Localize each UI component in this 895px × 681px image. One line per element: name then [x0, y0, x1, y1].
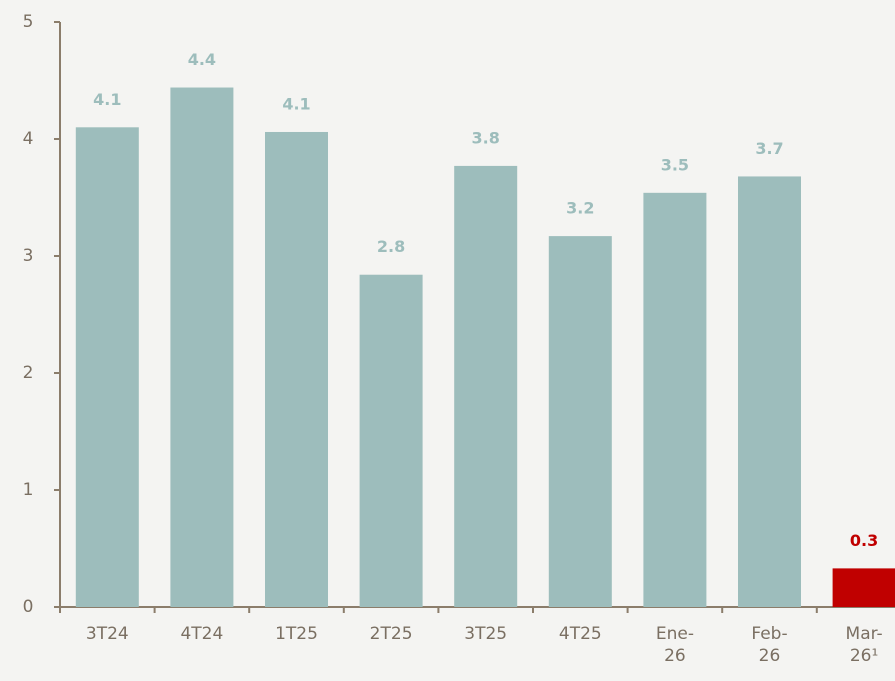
value-label: 4.4: [188, 50, 216, 69]
bar: [454, 165, 518, 607]
value-label: 4.1: [282, 94, 310, 113]
bar: [738, 176, 801, 607]
bar: [75, 127, 139, 608]
x-tick-label: 1T25: [275, 624, 318, 644]
value-label: 4.1: [93, 90, 121, 109]
value-label: 3.5: [661, 155, 689, 174]
x-tick-label: Ene-26: [656, 624, 694, 666]
x-tick-label: 2T25: [370, 624, 413, 644]
x-tick-label: 4T24: [180, 624, 223, 644]
value-label: 0.3: [850, 531, 878, 550]
y-tick-label: 3: [23, 246, 34, 266]
y-tick-label: 2: [23, 363, 34, 383]
y-tick-label: 0: [23, 597, 34, 617]
y-tick-label: 5: [23, 12, 34, 32]
value-label: 2.8: [377, 237, 405, 256]
x-tick-label: 3T25: [464, 624, 507, 644]
bar: [170, 87, 234, 607]
bar: [359, 274, 423, 607]
bar: [265, 131, 328, 608]
value-label: 3.8: [472, 128, 500, 147]
x-tick-label: 4T25: [559, 624, 602, 644]
value-label: 3.7: [755, 139, 783, 158]
value-label: 3.2: [566, 199, 594, 218]
bar: [643, 192, 707, 607]
y-tick-label: 4: [23, 129, 34, 149]
x-tick-label: Mar-26¹: [846, 624, 883, 666]
x-tick-label: Feb-26: [751, 624, 787, 666]
x-tick-label: 3T24: [86, 624, 129, 644]
y-tick-label: 1: [23, 480, 34, 500]
bar: [548, 236, 612, 608]
bar: [832, 568, 895, 607]
